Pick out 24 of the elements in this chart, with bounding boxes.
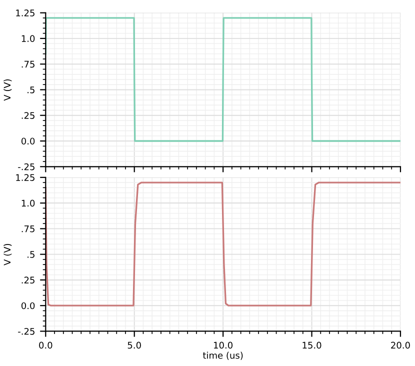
y-axis-title: V (V)	[4, 244, 12, 266]
y-axis-title: V (V)	[4, 79, 12, 101]
x-tick-label: 15.0	[302, 342, 322, 349]
y-tick-label: .25	[22, 112, 34, 119]
y-tick-label: .25	[22, 276, 34, 284]
y-tick-label: -.25	[18, 163, 34, 170]
x-tick-label: 5.0	[128, 342, 141, 349]
y-tick-label: 1.0	[22, 200, 35, 207]
y-tick-label: .75	[22, 226, 34, 232]
y-tick-label: 0.0	[21, 138, 35, 145]
x-tick-label: 10.0	[214, 342, 233, 349]
x-tick-label: 0.0	[39, 342, 52, 349]
x-tick-label: 20.0	[391, 342, 410, 349]
y-tick-label: .5	[28, 251, 34, 258]
y-tick-label: 0.0	[21, 302, 35, 310]
y-tick-label: 1.25	[16, 174, 34, 181]
x-axis-title: time (us)	[202, 352, 243, 360]
y-tick-label: 1.25	[16, 10, 34, 16]
y-tick-label: .75	[22, 60, 34, 68]
line-series	[46, 17, 400, 142]
y-tick-label: 1.0	[22, 35, 35, 42]
y-tick-label: .5	[28, 86, 34, 94]
y-tick-label: -.25	[18, 328, 34, 335]
line-series	[46, 182, 400, 306]
